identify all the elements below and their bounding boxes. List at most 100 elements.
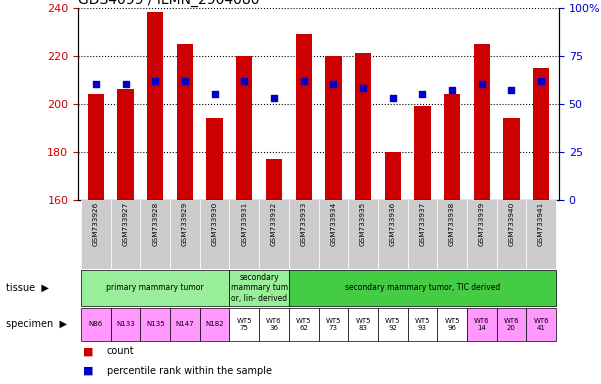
Bar xyxy=(81,308,111,341)
Text: WT6
41: WT6 41 xyxy=(533,318,549,331)
Text: GSM733935: GSM733935 xyxy=(360,202,366,246)
Text: GSM733934: GSM733934 xyxy=(331,202,337,246)
Point xyxy=(536,78,546,84)
Text: ■: ■ xyxy=(83,366,93,376)
Bar xyxy=(438,308,467,341)
Point xyxy=(240,78,249,84)
Text: WT6
36: WT6 36 xyxy=(266,318,282,331)
Bar xyxy=(533,68,549,200)
Bar xyxy=(141,308,170,341)
Bar xyxy=(230,270,289,306)
Bar xyxy=(141,200,170,269)
Bar xyxy=(444,94,460,200)
Bar xyxy=(526,308,556,341)
Bar xyxy=(81,200,111,269)
Bar xyxy=(496,308,526,341)
Text: GSM733939: GSM733939 xyxy=(479,202,485,246)
Text: N86: N86 xyxy=(89,321,103,328)
Bar xyxy=(319,308,348,341)
Point xyxy=(329,81,338,88)
Text: count: count xyxy=(107,346,135,356)
Bar xyxy=(170,200,200,269)
Point xyxy=(91,81,101,88)
Text: primary mammary tumor: primary mammary tumor xyxy=(106,283,204,293)
Bar xyxy=(200,200,230,269)
Bar xyxy=(200,308,230,341)
Text: WT5
73: WT5 73 xyxy=(326,318,341,331)
Text: WT5
83: WT5 83 xyxy=(355,318,371,331)
Text: GSM733926: GSM733926 xyxy=(93,202,99,246)
Point xyxy=(447,87,457,93)
Bar xyxy=(296,34,312,200)
Bar xyxy=(88,94,104,200)
Text: GSM733932: GSM733932 xyxy=(271,202,277,246)
Text: GSM733940: GSM733940 xyxy=(508,202,514,246)
Bar xyxy=(474,44,490,200)
Text: GSM733933: GSM733933 xyxy=(300,202,307,246)
Bar xyxy=(81,270,230,306)
Text: WT5
75: WT5 75 xyxy=(237,318,252,331)
Text: GSM733937: GSM733937 xyxy=(419,202,426,246)
Bar xyxy=(378,308,407,341)
Text: specimen  ▶: specimen ▶ xyxy=(6,319,67,329)
Bar xyxy=(319,200,348,269)
Bar xyxy=(438,200,467,269)
Text: WT5
96: WT5 96 xyxy=(444,318,460,331)
Text: GSM733936: GSM733936 xyxy=(389,202,395,246)
Bar xyxy=(177,44,193,200)
Bar xyxy=(526,200,556,269)
Bar xyxy=(385,152,401,200)
Point xyxy=(210,91,219,97)
Text: GSM733930: GSM733930 xyxy=(212,202,218,246)
Bar xyxy=(117,89,134,200)
Bar xyxy=(325,56,341,200)
Point xyxy=(418,91,427,97)
Bar xyxy=(266,159,282,200)
Bar xyxy=(407,200,438,269)
Point xyxy=(477,81,487,88)
Text: GDS4099 / ILMN_2904080: GDS4099 / ILMN_2904080 xyxy=(78,0,260,7)
Bar xyxy=(414,106,430,200)
Point xyxy=(121,81,130,88)
Bar xyxy=(467,200,496,269)
Bar xyxy=(348,200,378,269)
Bar xyxy=(147,12,163,200)
Text: WT5
93: WT5 93 xyxy=(415,318,430,331)
Bar xyxy=(355,53,371,200)
Bar xyxy=(467,308,496,341)
Point xyxy=(388,95,397,101)
Point xyxy=(150,78,160,84)
Text: percentile rank within the sample: percentile rank within the sample xyxy=(107,366,272,376)
Text: GSM733929: GSM733929 xyxy=(182,202,188,246)
Bar xyxy=(230,200,259,269)
Point xyxy=(180,78,190,84)
Point xyxy=(269,95,279,101)
Text: GSM733931: GSM733931 xyxy=(242,202,248,246)
Point xyxy=(358,85,368,91)
Text: GSM733941: GSM733941 xyxy=(538,202,544,246)
Text: secondary
mammary tum
or, lin- derived: secondary mammary tum or, lin- derived xyxy=(231,273,288,303)
Point xyxy=(507,87,516,93)
Bar xyxy=(378,200,407,269)
Text: WT6
20: WT6 20 xyxy=(504,318,519,331)
Text: N133: N133 xyxy=(116,321,135,328)
Bar xyxy=(289,270,556,306)
Text: ■: ■ xyxy=(83,346,93,356)
Bar xyxy=(496,200,526,269)
Bar xyxy=(503,118,520,200)
Bar xyxy=(170,308,200,341)
Text: N182: N182 xyxy=(206,321,224,328)
Text: GSM733928: GSM733928 xyxy=(152,202,158,246)
Bar xyxy=(259,200,289,269)
Text: N147: N147 xyxy=(175,321,194,328)
Bar xyxy=(289,200,319,269)
Bar xyxy=(236,56,252,200)
Bar xyxy=(289,308,319,341)
Bar xyxy=(111,200,141,269)
Text: WT5
92: WT5 92 xyxy=(385,318,400,331)
Bar xyxy=(207,118,223,200)
Text: secondary mammary tumor, TIC derived: secondary mammary tumor, TIC derived xyxy=(345,283,500,293)
Text: N135: N135 xyxy=(146,321,165,328)
Point xyxy=(299,78,308,84)
Text: WT6
14: WT6 14 xyxy=(474,318,490,331)
